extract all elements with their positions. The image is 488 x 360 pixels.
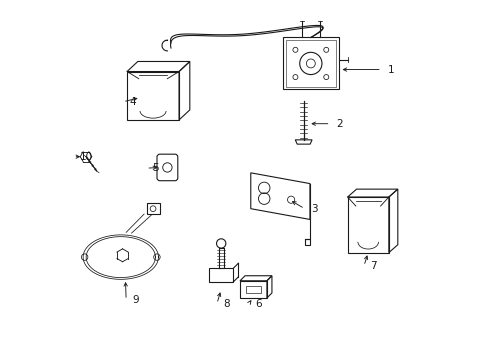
Text: 3: 3 xyxy=(310,204,317,214)
Text: 10: 10 xyxy=(80,152,92,162)
Text: 9: 9 xyxy=(132,295,139,305)
Text: 8: 8 xyxy=(223,299,229,309)
Text: 6: 6 xyxy=(254,299,261,309)
Text: 2: 2 xyxy=(336,119,343,129)
Text: 4: 4 xyxy=(129,97,135,107)
Text: 7: 7 xyxy=(369,261,376,271)
Text: 5: 5 xyxy=(152,163,159,173)
Text: 1: 1 xyxy=(387,64,394,75)
